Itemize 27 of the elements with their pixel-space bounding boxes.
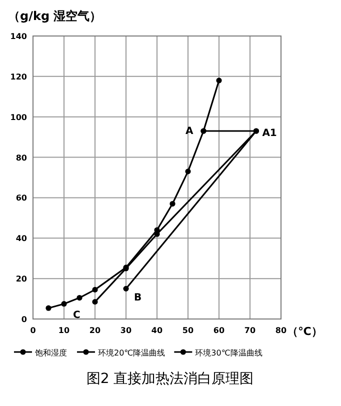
y-tick-label: 0: [21, 315, 28, 324]
x-tick-label: 0: [30, 326, 36, 335]
annotation: B: [134, 292, 142, 304]
y-tick-label: 60: [16, 194, 28, 203]
x-tick-label: 40: [151, 326, 163, 335]
annotation: A: [186, 126, 194, 138]
x-tick-label: 30: [120, 326, 132, 335]
y-tick-label: 20: [16, 274, 28, 284]
x-axis-title: （℃）: [287, 325, 322, 338]
y-tick-label: 140: [10, 32, 28, 41]
x-tick-label: 60: [213, 326, 225, 335]
text: 图2 直接加热法消白原理图: [86, 371, 254, 387]
legend-label: 环境30℃降温曲线: [195, 348, 262, 358]
legend-label: 饱和湿度: [34, 348, 67, 358]
y-tick-label: 80: [16, 153, 28, 162]
y-tick-label: 100: [10, 112, 28, 122]
y-tick-label: 40: [16, 234, 28, 244]
x-tick-label: 10: [58, 326, 70, 335]
x-tick-label: 20: [89, 326, 101, 335]
y-tick-label: 120: [10, 72, 28, 82]
annotation: A1: [262, 128, 277, 140]
annotation: C: [73, 310, 80, 321]
x-tick-label: 70: [244, 326, 256, 335]
y-axis-title: （g/kg 湿空气）: [8, 9, 102, 23]
x-tick-label: 80: [275, 326, 287, 335]
x-tick-label: 50: [182, 326, 194, 335]
legend-label: 环境20℃降温曲线: [98, 348, 166, 358]
